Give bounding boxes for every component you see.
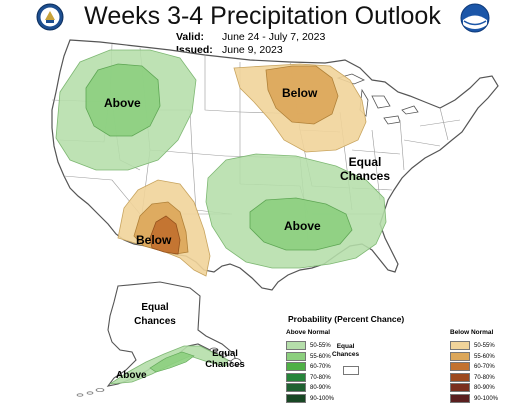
label-sc-above: Above [284,219,321,233]
legend-above-row: 60-70% [286,362,331,371]
label-alaska-equal-chances: Equal Chances [134,302,176,327]
legend-above-header: Above Normal [286,329,331,336]
legend-below-header: Below Normal [450,329,494,336]
page-title: Weeks 3-4 Precipitation Outlook [84,2,441,30]
legend-below-row: 50-55% [450,341,495,350]
label-nw-above: Above [104,96,141,110]
sw-below-60 [149,215,181,255]
valid-dates: Valid: June 24 - July 7, 2023 [176,31,326,43]
mw-below-55 [265,65,339,125]
legend-above-row: 50-55% [286,341,331,350]
legend-below-row: 80-90% [450,383,495,392]
nw-above-55 [85,63,161,137]
label-sw-below: Below [136,233,172,247]
legend-above-label: 55-60% [310,353,331,360]
legend-equal-swatch [343,366,359,375]
legend-below-row: 60-70% [450,362,495,371]
legend-below-label: 90-100% [474,395,499,402]
legend-above-swatch [286,372,306,382]
legend-below-label: 70-80% [474,374,495,381]
ak-above-55 [149,351,195,373]
label-hawaii-equal-chances: Equal Chances [205,348,245,370]
legend-below-swatch [450,383,470,392]
legend-above-label: 60-70% [310,364,331,371]
legend-above-swatch [286,341,306,350]
label-mw-below: Below [282,86,318,100]
legend-above-row: 55-60% [286,351,331,361]
legend-title: Probability (Percent Chance) [288,314,405,324]
legend-above-swatch [286,383,306,392]
legend-below-row: 70-80% [450,372,495,382]
legend-above-swatch [286,362,306,371]
noaa-logo-icon [460,3,490,33]
legend-below-label: 55-60% [474,353,495,360]
legend-below-swatch [450,393,470,403]
legend-above-label: 50-55% [310,343,331,350]
legend-below-swatch [450,341,470,350]
legend-above-swatch [286,351,306,361]
legend-above-label: 70-80% [310,374,331,381]
legend-above-row: 90-100% [286,393,335,403]
commerce-seal-icon [36,3,64,31]
label-alaska-above: Above [116,370,147,381]
legend-above-label: 80-90% [310,385,331,392]
label-east-equal-chances: Equal Chances [339,155,391,183]
legend-above-swatch [286,393,306,403]
sc-above-55 [249,197,353,251]
legend-below-swatch [450,351,470,361]
legend-below-row: 55-60% [450,351,495,361]
legend-equal-chances: Equal Chances [332,343,360,358]
legend-below-label: 60-70% [474,364,495,371]
legend-below-row: 90-100% [450,393,499,403]
legend-above-row: 70-80% [286,372,331,382]
legend-above-row: 80-90% [286,383,331,392]
legend-below-label: 80-90% [474,385,495,392]
legend-below-label: 50-55% [474,343,495,350]
legend-below-swatch [450,372,470,382]
legend-above-label: 90-100% [310,395,335,402]
legend-below-swatch [450,362,470,371]
